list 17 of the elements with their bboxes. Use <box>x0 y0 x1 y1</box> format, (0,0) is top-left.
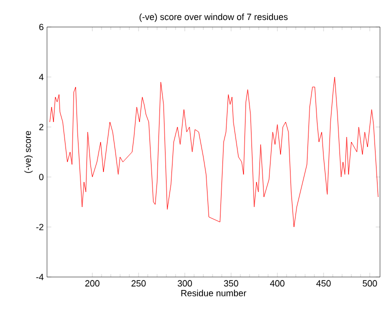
y-tick-label: -4 <box>36 274 44 280</box>
y-tick-label: 6 <box>39 24 44 30</box>
x-tick-label: 500 <box>362 280 377 287</box>
x-tick-label: 350 <box>224 280 238 287</box>
y-tick-label: 4 <box>39 74 44 80</box>
x-tick-label: 200 <box>85 280 100 287</box>
y-tick-label: 2 <box>39 124 44 130</box>
chart-title: (-ve) score over window of 7 residues <box>140 13 288 22</box>
y-axis-title: (-ve) score <box>24 130 33 173</box>
x-axis-title: Residue number <box>181 290 246 296</box>
x-tick-label: 400 <box>270 280 284 287</box>
line-series <box>50 76 378 228</box>
y-tick-label: -2 <box>36 224 44 230</box>
y-tick-label: 0 <box>39 174 44 180</box>
x-tick-label: 250 <box>132 280 146 287</box>
x-tick-label: 300 <box>178 280 192 287</box>
x-tick-label: 450 <box>316 280 331 287</box>
